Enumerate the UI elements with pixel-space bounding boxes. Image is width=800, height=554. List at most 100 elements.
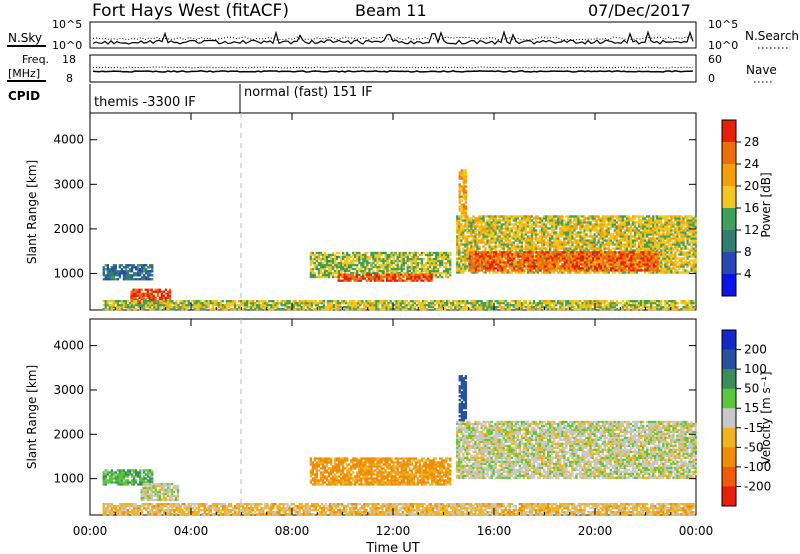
data-cell [633, 233, 637, 236]
data-cell [536, 233, 540, 236]
data-cell [152, 298, 155, 301]
data-cell [352, 251, 355, 255]
data-cell [323, 269, 327, 273]
data-cell [648, 219, 651, 222]
data-cell [122, 266, 126, 269]
data-cell [424, 261, 428, 265]
data-cell [402, 271, 405, 275]
data-cell [468, 229, 471, 232]
data-cell [151, 302, 154, 305]
data-cell [514, 229, 517, 232]
data-cell [406, 277, 409, 280]
data-cell [428, 277, 431, 280]
data-cell [650, 229, 653, 232]
data-cell [609, 227, 612, 230]
data-cell [538, 237, 542, 240]
data-cell [520, 219, 524, 222]
data-cell [524, 221, 528, 224]
data-cell [428, 261, 432, 265]
data-cell [601, 251, 604, 254]
data-cell [449, 265, 452, 269]
data-cell [684, 247, 687, 250]
data-cell [464, 175, 467, 178]
data-cell [595, 215, 598, 218]
data-cell [434, 275, 438, 279]
data-cell [480, 269, 484, 272]
data-cell [410, 257, 413, 261]
data-cell [652, 253, 655, 256]
data-cell [565, 235, 568, 238]
data-cell [597, 231, 600, 234]
data-cell [356, 271, 359, 275]
data-cell [530, 225, 534, 228]
data-cell [460, 187, 463, 190]
data-cell [474, 229, 477, 232]
data-cell [658, 261, 661, 264]
data-cell [518, 239, 521, 242]
data-cell [545, 215, 548, 218]
data-cell [458, 237, 461, 240]
data-cell [686, 263, 689, 266]
data-cell [611, 237, 614, 240]
data-cell [106, 304, 109, 307]
data-cell [426, 255, 430, 259]
data-cell [524, 215, 528, 218]
data-cell [589, 267, 593, 270]
data-cell [676, 257, 679, 260]
data-cell [577, 239, 580, 242]
data-cell [348, 267, 351, 271]
data-cell [445, 275, 448, 279]
data-cell [527, 261, 530, 264]
data-cell [617, 235, 620, 238]
data-cell [694, 271, 697, 274]
data-cell [340, 261, 343, 265]
data-cell [132, 264, 136, 267]
data-cell [466, 259, 469, 262]
data-cell [648, 255, 651, 258]
data-cell [374, 275, 377, 279]
data-cell [329, 269, 333, 273]
data-cell [670, 269, 673, 272]
data-cell [114, 278, 117, 281]
data-cell [319, 251, 323, 255]
data-cell [508, 239, 511, 242]
data-cell [420, 251, 424, 255]
data-cell [126, 304, 130, 307]
data-cell [488, 229, 491, 232]
data-cell [664, 219, 667, 222]
data-cell [517, 265, 520, 268]
data-cell [549, 259, 552, 262]
data-cell [464, 169, 467, 172]
data-cell [363, 277, 366, 280]
data-cell [692, 263, 695, 266]
data-cell [114, 306, 117, 309]
data-cell [375, 277, 379, 280]
data-cell [420, 273, 423, 276]
data-cell [664, 221, 667, 224]
data-cell [674, 261, 677, 264]
data-cell [508, 271, 511, 274]
data-cell [458, 183, 461, 186]
data-cell [538, 247, 542, 250]
data-cell [604, 267, 607, 270]
data-cell [374, 253, 377, 257]
data-cell [674, 219, 677, 222]
data-cell [470, 233, 473, 236]
data-cell [666, 223, 669, 226]
data-cell [680, 247, 683, 250]
data-cell [331, 251, 335, 255]
data-cell [394, 273, 397, 276]
data-cell [577, 255, 581, 258]
data-cell [617, 227, 620, 230]
data-cell [486, 257, 489, 260]
data-cell [530, 241, 534, 244]
data-cell [494, 237, 497, 240]
data-cell [514, 219, 517, 222]
data-cell [579, 259, 583, 262]
data-cell [145, 300, 148, 303]
data-cell [138, 300, 141, 303]
data-cell [462, 251, 465, 254]
data-cell [502, 219, 505, 222]
data-cell [355, 273, 358, 276]
data-cell [628, 263, 631, 266]
